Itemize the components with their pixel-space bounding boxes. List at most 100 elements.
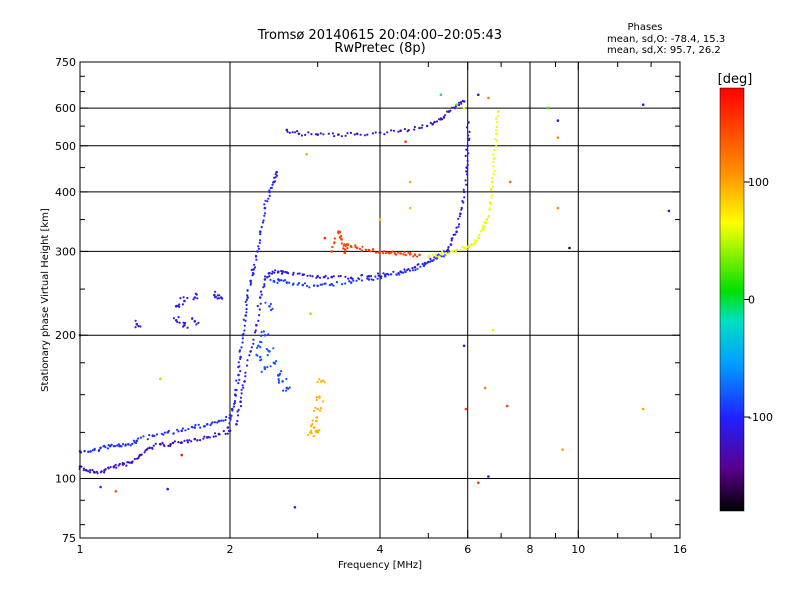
trace-dot-676	[265, 347, 268, 351]
trace-dot-385	[283, 279, 287, 282]
trace-dot-143	[139, 325, 142, 328]
x-tick-label: 4	[377, 543, 384, 556]
trace-dot-675	[267, 349, 270, 352]
trace-4-point-22	[459, 212, 462, 215]
trace-dot-592	[346, 132, 349, 135]
scatter-point-3	[556, 119, 560, 122]
trace-dot-193	[238, 365, 241, 368]
trace-dot-264	[246, 359, 249, 362]
trace-dot-6	[89, 469, 92, 472]
trace-dot-636	[310, 429, 313, 432]
scatter-point-28	[305, 153, 308, 156]
x-tick-label: 6	[464, 543, 471, 556]
trace-dot-641	[310, 425, 313, 428]
trace-7-point-11	[418, 253, 421, 257]
trace-dot-13	[100, 470, 103, 473]
trace-dot-153	[184, 321, 187, 325]
trace-dot-616	[433, 120, 436, 123]
trace-dot-173	[217, 297, 221, 300]
trace-0-point-2	[93, 471, 96, 474]
scatter-point-35	[508, 180, 512, 184]
trace-dot-564	[492, 160, 495, 163]
trace-1-point-10	[193, 426, 197, 429]
trace-0-point-11	[180, 441, 183, 444]
trace-dot-310	[326, 277, 330, 280]
trace-dot-405	[348, 280, 351, 283]
y-tick-label: 75	[62, 532, 76, 545]
trace-dot-51	[171, 441, 174, 444]
trace-dot-271	[257, 319, 260, 322]
trace-dot-631	[458, 103, 461, 107]
trace-dot-369	[465, 173, 469, 176]
trace-dot-210	[245, 298, 248, 301]
trace-dot-419	[398, 273, 401, 276]
trace-dot-459	[288, 386, 291, 389]
trace-dot-142	[137, 325, 140, 328]
trace-dot-462	[333, 241, 336, 244]
trace-dot-397	[321, 283, 324, 286]
trace-4-point-2	[243, 380, 246, 383]
trace-dot-229	[259, 239, 262, 242]
trace-dot-304	[311, 275, 314, 278]
trace-0-point-4	[112, 465, 116, 468]
trace-dot-423	[414, 268, 417, 272]
trace-dot-11	[95, 470, 98, 473]
trace-dot-514	[416, 255, 419, 258]
trace-9-point-7	[418, 126, 421, 130]
trace-dot-495	[381, 252, 385, 255]
stats-line-o: mean, sd,O: -78.4, 15.3	[607, 34, 725, 45]
trace-dot-252	[236, 414, 240, 417]
trace-4-point-6	[263, 278, 267, 281]
trace-dot-582	[307, 131, 310, 134]
trace-dot-45	[161, 441, 164, 444]
trace-dot-609	[413, 125, 416, 129]
trace-dot-80	[91, 449, 94, 452]
trace-dot-42	[152, 444, 155, 447]
trace-5-point-4	[330, 282, 334, 286]
trace-dot-67	[212, 435, 215, 438]
trace-dot-77	[83, 450, 86, 453]
trace-dot-105	[137, 437, 140, 440]
trace-dot-273	[258, 308, 261, 311]
trace-dot-64	[203, 435, 206, 438]
trace-dot-269	[254, 331, 257, 334]
trace-dot-311	[332, 275, 335, 278]
trace-dot-370	[465, 170, 468, 173]
trace-dot-134	[216, 421, 219, 424]
trace-1-point-1	[89, 450, 92, 453]
scatter-point-14	[505, 404, 509, 408]
trace-dot-518	[434, 255, 437, 258]
trace-4-point-0	[235, 423, 238, 426]
trace-dot-649	[318, 429, 321, 432]
trace-dot-93	[116, 444, 119, 447]
trace-dot-415	[380, 275, 383, 278]
trace-dot-48	[167, 444, 170, 447]
trace-dot-364	[461, 200, 464, 203]
trace-dot-133	[213, 421, 217, 424]
trace-dot-383	[280, 279, 283, 282]
trace-dot-438	[260, 330, 263, 334]
trace-dot-443	[271, 307, 274, 310]
trace-dot-325	[382, 272, 385, 275]
trace-dot-270	[254, 329, 257, 332]
scatter-point-32	[378, 218, 382, 221]
trace-dot-82	[93, 447, 96, 450]
trace-dot-654	[313, 409, 316, 412]
trace-dot-276	[260, 293, 263, 296]
trace-dot-202	[243, 329, 246, 332]
trace-dot-460	[331, 245, 334, 249]
trace-dot-58	[188, 439, 191, 442]
trace-dot-600	[383, 133, 386, 136]
trace-dot-523	[448, 252, 451, 255]
trace-dot-174	[218, 294, 221, 297]
x-tick-label: 16	[673, 543, 687, 556]
trace-1-point-12	[217, 419, 221, 423]
trace-dot-350	[447, 246, 450, 249]
trace-dot-425	[419, 265, 422, 268]
trace-dot-482	[350, 245, 353, 248]
trace-dot-298	[292, 271, 295, 274]
trace-dot-109	[148, 434, 151, 437]
trace-4-point-17	[413, 265, 417, 269]
trace-dot-155	[182, 325, 185, 328]
trace-3-point-12	[263, 206, 267, 210]
